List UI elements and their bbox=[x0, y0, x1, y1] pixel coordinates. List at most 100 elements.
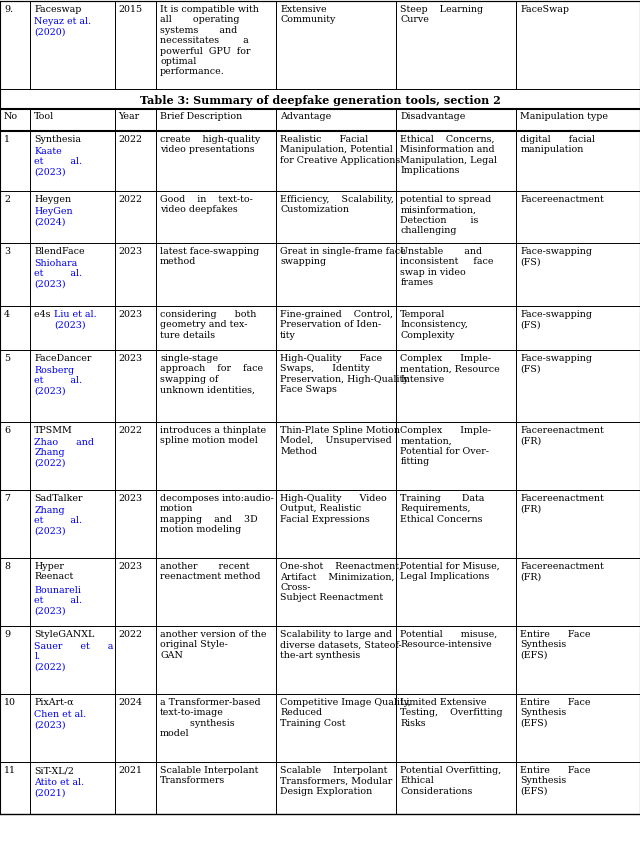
Text: 2023: 2023 bbox=[118, 494, 143, 502]
Text: Zhang
et         al.
(2023): Zhang et al. (2023) bbox=[35, 506, 83, 535]
Text: It is compatible with
all       operating
systems       and
necessitates        : It is compatible with all operating syst… bbox=[160, 5, 259, 76]
Text: 5: 5 bbox=[4, 354, 10, 363]
Text: 1: 1 bbox=[4, 135, 10, 143]
Text: Liu et al.
(2023): Liu et al. (2023) bbox=[54, 310, 97, 329]
Text: 6: 6 bbox=[4, 425, 10, 435]
Text: Kaate
et         al.
(2023): Kaate et al. (2023) bbox=[35, 147, 83, 176]
Text: Shiohara
et         al.
(2023): Shiohara et al. (2023) bbox=[35, 258, 83, 289]
Text: a Transformer-based
text-to-image
          synthesis
model: a Transformer-based text-to-image synthe… bbox=[160, 697, 260, 738]
Text: digital      facial
manipulation: digital facial manipulation bbox=[520, 135, 595, 154]
Text: Face-swapping
(FS): Face-swapping (FS) bbox=[520, 310, 593, 329]
Text: 4: 4 bbox=[4, 310, 10, 319]
Text: considering      both
geometry and tex-
ture details: considering both geometry and tex- ture … bbox=[160, 310, 257, 339]
Text: Scalability to large and
diverse datasets, Stateof-
the-art synthesis: Scalability to large and diverse dataset… bbox=[280, 630, 402, 659]
Text: Temporal
Inconsistency,
Complexity: Temporal Inconsistency, Complexity bbox=[401, 310, 468, 339]
Text: Competitive Image Quality,
Reduced
Training Cost: Competitive Image Quality, Reduced Train… bbox=[280, 697, 411, 727]
Text: Ethical    Concerns,
Misinformation and
Manipulation, Legal
Implications: Ethical Concerns, Misinformation and Man… bbox=[401, 135, 497, 175]
Text: Training       Data
Requirements,
Ethical Concerns: Training Data Requirements, Ethical Conc… bbox=[401, 494, 484, 523]
Text: Complex      Imple-
mentation, Resource
Intensive: Complex Imple- mentation, Resource Inten… bbox=[401, 354, 500, 383]
Text: BlendFace: BlendFace bbox=[35, 246, 85, 256]
Text: Extensive
Community: Extensive Community bbox=[280, 5, 335, 24]
Text: Year: Year bbox=[118, 112, 140, 122]
Text: Facereenactment
(FR): Facereenactment (FR) bbox=[520, 425, 604, 445]
Text: Potential Overfitting,
Ethical
Considerations: Potential Overfitting, Ethical Considera… bbox=[401, 766, 502, 795]
Text: 2021: 2021 bbox=[118, 766, 143, 774]
Text: 3: 3 bbox=[4, 246, 10, 256]
Text: Realistic      Facial
Manipulation, Potential
for Creative Applications: Realistic Facial Manipulation, Potential… bbox=[280, 135, 401, 165]
Text: Faceswap: Faceswap bbox=[35, 5, 82, 14]
Text: single-stage
approach    for    face
swapping of
unknown identities,: single-stage approach for face swapping … bbox=[160, 354, 263, 394]
Text: 2022: 2022 bbox=[118, 135, 143, 143]
Text: decomposes into:audio-
motion
mapping    and    3D
motion modeling: decomposes into:audio- motion mapping an… bbox=[160, 494, 274, 533]
Text: Zhao      and
Zhang
(2022): Zhao and Zhang (2022) bbox=[35, 437, 94, 467]
Text: Facereenactment
(FR): Facereenactment (FR) bbox=[520, 494, 604, 513]
Text: Face-swapping
(FS): Face-swapping (FS) bbox=[520, 354, 593, 373]
Text: Complex      Imple-
mentation,
Potential for Over-
fitting: Complex Imple- mentation, Potential for … bbox=[401, 425, 492, 466]
Text: Facereenactment
(FR): Facereenactment (FR) bbox=[520, 561, 604, 581]
Text: Table 3: Summary of deepfake generation tools, section 2: Table 3: Summary of deepfake generation … bbox=[140, 95, 500, 106]
Text: 2022: 2022 bbox=[118, 425, 143, 435]
Text: PixArt-α: PixArt-α bbox=[35, 697, 74, 706]
Text: 2023: 2023 bbox=[118, 310, 143, 319]
Text: Bounareli
et         al.
(2023): Bounareli et al. (2023) bbox=[35, 585, 83, 614]
Text: Scalable    Interpolant
Transformers, Modular
Design Exploration: Scalable Interpolant Transformers, Modul… bbox=[280, 766, 392, 795]
Text: Thin-Plate Spline Motion
Model,    Unsupervised
Method: Thin-Plate Spline Motion Model, Unsuperv… bbox=[280, 425, 400, 455]
Text: Potential      misuse,
Resource-intensive: Potential misuse, Resource-intensive bbox=[401, 630, 498, 649]
Text: No: No bbox=[4, 112, 18, 122]
Text: Heygen: Heygen bbox=[35, 195, 72, 203]
Text: Manipulation type: Manipulation type bbox=[520, 112, 609, 122]
Text: TPSMM: TPSMM bbox=[35, 425, 73, 435]
Text: e4s: e4s bbox=[35, 310, 54, 319]
Text: Entire      Face
Synthesis
(EFS): Entire Face Synthesis (EFS) bbox=[520, 697, 591, 727]
Text: Neyaz et al.
(2020): Neyaz et al. (2020) bbox=[35, 17, 92, 36]
Text: 9.: 9. bbox=[4, 5, 13, 14]
Text: Rosberg
et         al.
(2023): Rosberg et al. (2023) bbox=[35, 365, 83, 395]
Text: Hyper
Reenact: Hyper Reenact bbox=[35, 561, 74, 581]
Text: FaceSwap: FaceSwap bbox=[520, 5, 570, 14]
Text: Steep    Learning
Curve: Steep Learning Curve bbox=[401, 5, 483, 24]
Text: Scalable Interpolant
Transformers: Scalable Interpolant Transformers bbox=[160, 766, 259, 784]
Text: 11: 11 bbox=[4, 766, 16, 774]
Text: Good    in    text-to-
video deepfakes: Good in text-to- video deepfakes bbox=[160, 195, 253, 214]
Text: Efficiency,    Scalability,
Customization: Efficiency, Scalability, Customization bbox=[280, 195, 394, 214]
Text: 2023: 2023 bbox=[118, 246, 143, 256]
Text: 2023: 2023 bbox=[118, 354, 143, 363]
Text: 2023: 2023 bbox=[118, 561, 143, 571]
Text: High-Quality      Face
Swaps,      Identity
Preservation, High-Quality
Face Swap: High-Quality Face Swaps, Identity Preser… bbox=[280, 354, 409, 394]
Text: Entire      Face
Synthesis
(EFS): Entire Face Synthesis (EFS) bbox=[520, 630, 591, 659]
Text: SiT-XL/2: SiT-XL/2 bbox=[35, 766, 74, 774]
Text: Facereenactment: Facereenactment bbox=[520, 195, 604, 203]
Text: FaceDancer: FaceDancer bbox=[35, 354, 92, 363]
Text: Sauer      et      a
l.
(2022): Sauer et a l. (2022) bbox=[35, 641, 114, 671]
Text: High-Quality      Video
Output, Realistic
Facial Expressions: High-Quality Video Output, Realistic Fac… bbox=[280, 494, 387, 523]
Text: Disadvantage: Disadvantage bbox=[401, 112, 466, 122]
Text: Unstable       and
inconsistent     face
swap in video
frames: Unstable and inconsistent face swap in v… bbox=[401, 246, 494, 287]
Text: StyleGANXL: StyleGANXL bbox=[35, 630, 95, 638]
Text: 2022: 2022 bbox=[118, 630, 143, 638]
Text: another       recent
reenactment method: another recent reenactment method bbox=[160, 561, 260, 581]
Text: Potential for Misuse,
Legal Implications: Potential for Misuse, Legal Implications bbox=[401, 561, 500, 581]
Text: 8: 8 bbox=[4, 561, 10, 571]
Text: HeyGen
(2024): HeyGen (2024) bbox=[35, 207, 73, 226]
Text: latest face-swapping
method: latest face-swapping method bbox=[160, 246, 259, 266]
Text: SadTalker: SadTalker bbox=[35, 494, 83, 502]
Text: 7: 7 bbox=[4, 494, 10, 502]
Text: Brief Description: Brief Description bbox=[160, 112, 243, 122]
Text: 2015: 2015 bbox=[118, 5, 143, 14]
Text: Advantage: Advantage bbox=[280, 112, 332, 122]
Text: Synthesia: Synthesia bbox=[35, 135, 81, 143]
Text: Atito et al.
(2021): Atito et al. (2021) bbox=[35, 776, 84, 796]
Text: Limited Extensive
Testing,    Overfitting
Risks: Limited Extensive Testing, Overfitting R… bbox=[401, 697, 503, 727]
Text: Entire      Face
Synthesis
(EFS): Entire Face Synthesis (EFS) bbox=[520, 766, 591, 795]
Text: 10: 10 bbox=[4, 697, 16, 706]
Text: 9: 9 bbox=[4, 630, 10, 638]
Text: potential to spread
misinformation,
Detection        is
challenging: potential to spread misinformation, Dete… bbox=[401, 195, 492, 235]
Text: introduces a thinplate
spline motion model: introduces a thinplate spline motion mod… bbox=[160, 425, 266, 445]
Text: Great in single-frame face
swapping: Great in single-frame face swapping bbox=[280, 246, 406, 266]
Text: Fine-grained    Control,
Preservation of Iden-
tity: Fine-grained Control, Preservation of Id… bbox=[280, 310, 393, 339]
Text: Tool: Tool bbox=[35, 112, 54, 122]
Text: 2024: 2024 bbox=[118, 697, 143, 706]
Text: 2: 2 bbox=[4, 195, 10, 203]
Text: another version of the
original Style-
GAN: another version of the original Style- G… bbox=[160, 630, 267, 659]
Text: One-shot    Reenactment,
Artifact    Minimization,
Cross-
Subject Reenactment: One-shot Reenactment, Artifact Minimizat… bbox=[280, 561, 402, 602]
